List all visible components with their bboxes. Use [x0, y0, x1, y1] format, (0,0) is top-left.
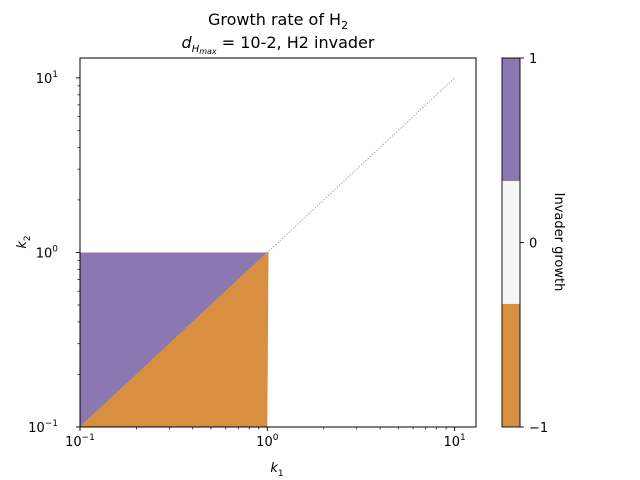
x-axis-label: k1 — [270, 461, 283, 479]
y-axis-label: k2 — [15, 235, 33, 248]
colorbar-band — [502, 58, 520, 182]
colorbar-band — [502, 303, 520, 427]
plot-frame — [79, 57, 477, 428]
y-tick-label: 100 — [36, 244, 59, 261]
colorbar-tick-label: 1 — [529, 52, 537, 67]
x-tick-label: 10−1 — [65, 433, 95, 450]
x-tick-label: 100 — [256, 433, 279, 450]
colorbar-tick-label: −1 — [529, 421, 548, 436]
y-tick-label: 10−1 — [28, 419, 58, 436]
x-tick-label: 101 — [444, 433, 466, 450]
chart-subtitle: dHmax = 10-2, H2 invader — [182, 33, 375, 56]
chart-title: Growth rate of H2 — [208, 10, 348, 32]
colorbar-tick-label: 0 — [529, 237, 537, 252]
y-tick-label: 101 — [36, 70, 58, 87]
plot-area: 10−1 100 101 10−1 100 101 — [28, 57, 477, 450]
diagonal-line — [79, 77, 455, 428]
colorbar: 1 0 −1 — [501, 52, 548, 436]
colorbar-band — [502, 181, 520, 304]
colorbar-label: Invader growth — [551, 193, 566, 292]
